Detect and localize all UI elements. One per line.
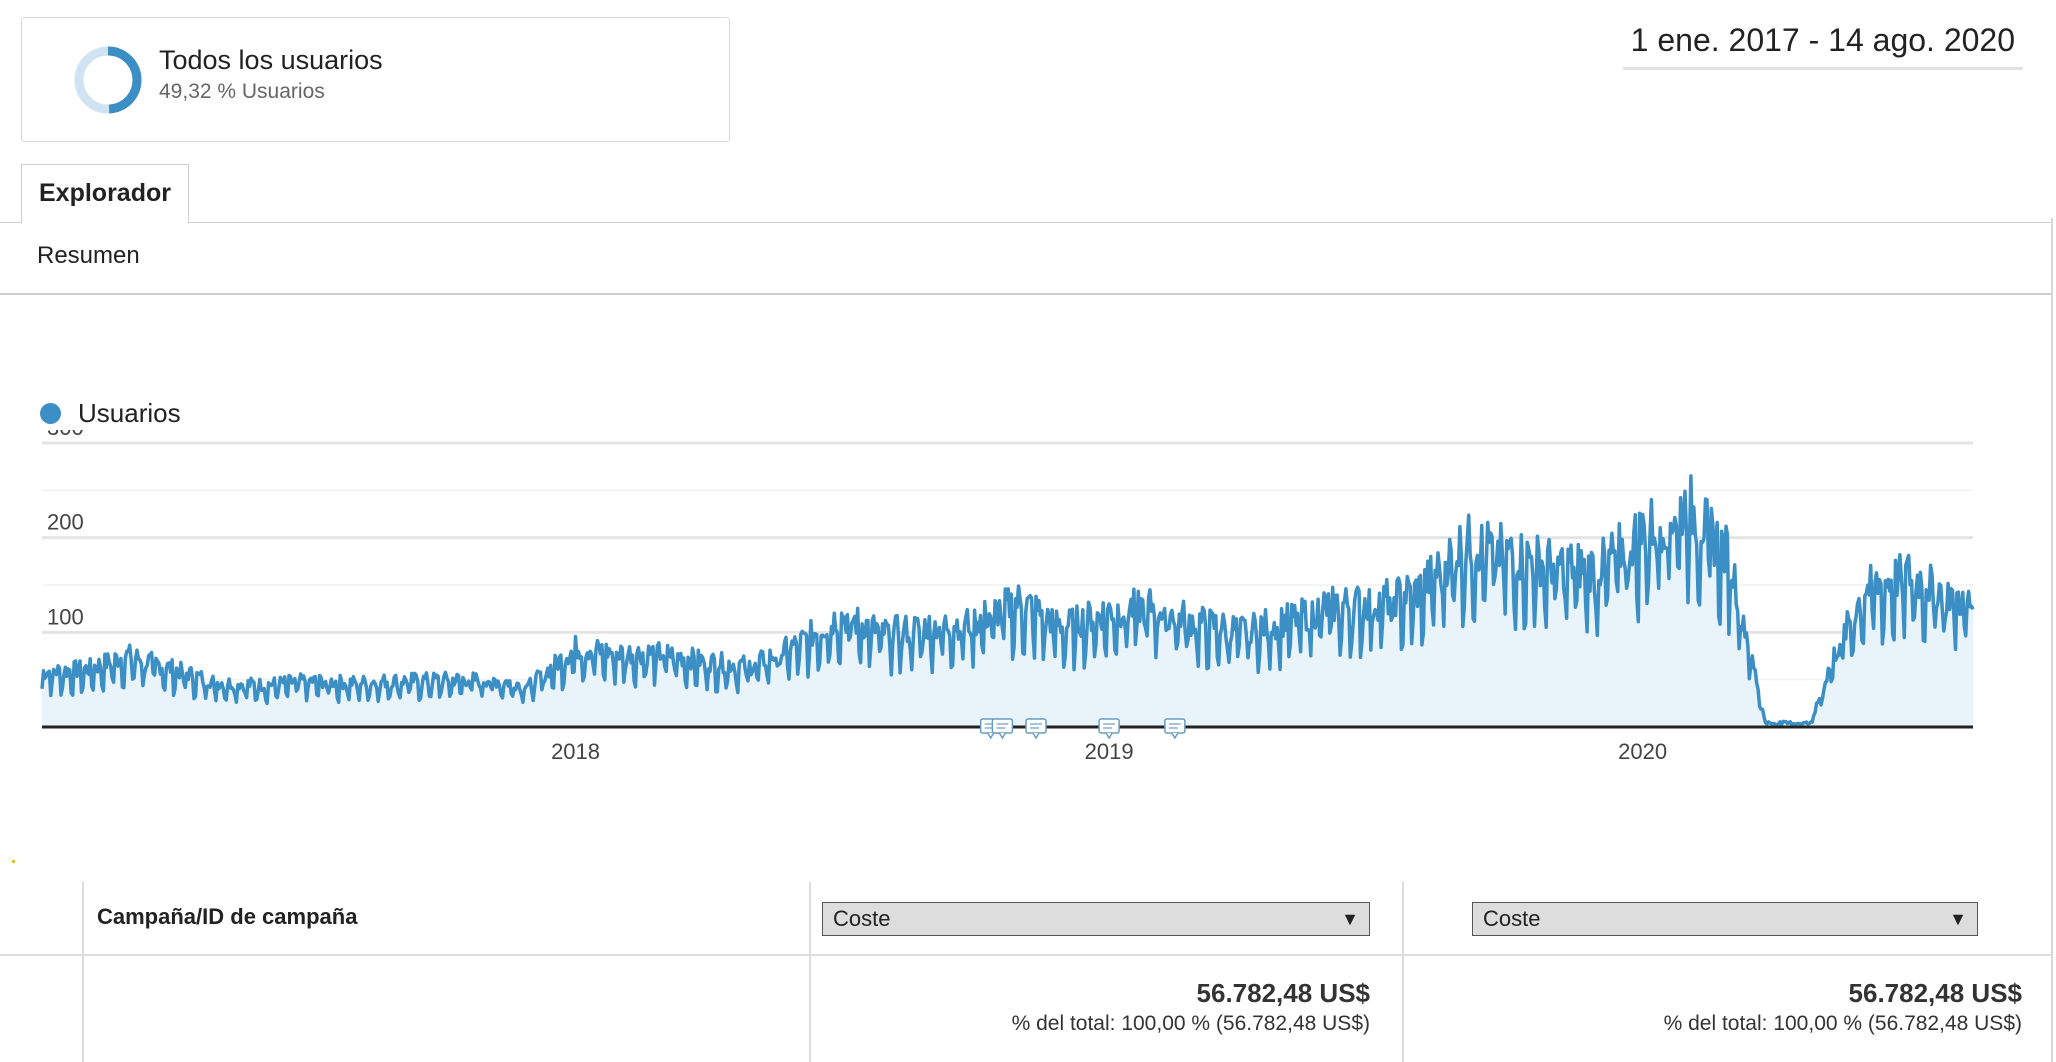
segment-card[interactable]: Todos los usuarios 49,32 % Usuarios [21, 17, 730, 142]
chart-annotations [979, 718, 1186, 740]
metric1-total-value: 56.782,48 US$ [1196, 978, 1370, 1008]
metric1-total-percentage: % del total: 100,00 % (56.782,48 US$) [1011, 1012, 1370, 1035]
annotation-icon[interactable] [1098, 718, 1120, 740]
users-line-chart[interactable]: 100 200 300 2018 2019 2020 [0, 430, 2000, 770]
y-tick-label: 200 [47, 510, 84, 535]
chevron-down-icon: ▼ [1341, 909, 1359, 929]
table-header-divider [0, 954, 2052, 956]
chevron-down-icon: ▼ [1949, 909, 1967, 929]
segment-percentage: 49,32 % Usuarios [159, 80, 325, 103]
y-tick-label: 300 [47, 430, 84, 440]
panel-right-border [2051, 218, 2053, 1062]
subtab-summary[interactable]: Resumen [37, 242, 140, 269]
date-range-picker[interactable]: 1 ene. 2017 - 14 ago. 2020 [1622, 22, 2023, 70]
metric-select-2-label: Coste [1483, 906, 1541, 931]
subtab-bar: Resumen [0, 223, 2052, 295]
table-divider [1402, 882, 1404, 1062]
segment-donut-chart [74, 46, 142, 114]
x-tick-label: 2019 [1085, 739, 1134, 764]
annotation-icon[interactable] [1164, 718, 1186, 740]
x-axis-labels: 2018 2019 2020 [551, 739, 1667, 764]
column-header-campaign[interactable]: Campaña/ID de campaña [97, 904, 358, 929]
users-series-line [40, 474, 1975, 727]
y-tick-label: 100 [47, 604, 84, 629]
legend-label: Usuarios [78, 398, 181, 428]
annotation-icon[interactable] [1025, 718, 1047, 740]
donut-arc [74, 46, 142, 114]
metric-select-1[interactable]: Coste ▼ [822, 902, 1370, 936]
y-axis-labels: 100 200 300 [47, 430, 84, 629]
tab-explorer[interactable]: Explorador [21, 164, 189, 224]
legend-dot-icon [40, 403, 61, 424]
metric-select-2[interactable]: Coste ▼ [1472, 902, 1978, 936]
x-tick-label: 2018 [551, 739, 600, 764]
data-table: Campaña/ID de campaña Coste ▼ Coste ▼ 56… [0, 882, 2052, 1062]
x-tick-label: 2020 [1618, 739, 1667, 764]
marker-dot [12, 860, 15, 863]
table-divider [82, 882, 84, 1062]
metric2-total-percentage: % del total: 100,00 % (56.782,48 US$) [1663, 1012, 2022, 1035]
segment-name: Todos los usuarios [159, 45, 383, 75]
tab-bar: Explorador [0, 163, 2052, 224]
annotation-icon[interactable] [991, 718, 1014, 740]
metric2-total-value: 56.782,48 US$ [1848, 978, 2022, 1008]
table-divider [809, 882, 811, 1062]
metric-select-1-label: Coste [833, 906, 891, 931]
